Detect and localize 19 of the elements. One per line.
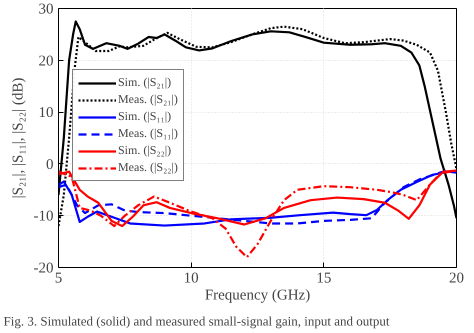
x-tick-label: 10 bbox=[184, 270, 199, 286]
legend-label: Meas. (|S₂₂|) bbox=[118, 160, 178, 175]
legend-label: Sim. (|S₂₁|) bbox=[118, 75, 172, 90]
x-tick-label: 5 bbox=[54, 270, 62, 286]
y-tick-label: 20 bbox=[38, 53, 54, 70]
caption: Fig. 3. Simulated (solid) and measured small-signal gain, input and output bbox=[4, 314, 390, 328]
x-tick-label: 20 bbox=[449, 270, 464, 286]
legend-label: Sim. (|S₁₁|) bbox=[118, 109, 172, 124]
x-tick-label: 15 bbox=[316, 270, 332, 286]
y-tick-label: -10 bbox=[34, 208, 54, 225]
y-tick-label: 10 bbox=[38, 105, 54, 122]
y-tick-label: 30 bbox=[38, 2, 54, 18]
legend-label: Sim. (|S₂₂|) bbox=[118, 143, 172, 158]
y-tick-label: -20 bbox=[34, 260, 54, 276]
legend-label: Meas. (|S₁₁|) bbox=[118, 126, 178, 141]
legend-label: Meas. (|S₂₁|) bbox=[118, 92, 178, 107]
y-tick-label: 0 bbox=[46, 156, 54, 173]
x-axis-title: Frequency (GHz) bbox=[204, 288, 310, 304]
y-axis-title: |S₂₁|, |S₁₁|, |S₂₂| (dB) bbox=[10, 78, 27, 198]
